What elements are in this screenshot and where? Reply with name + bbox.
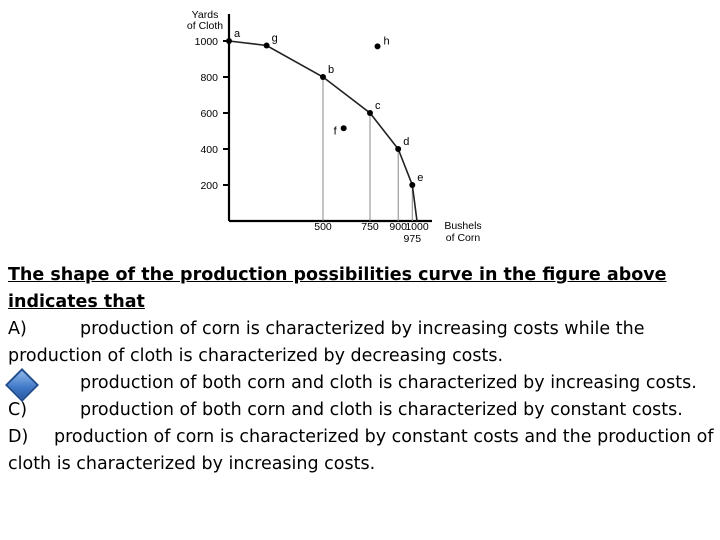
point-c: [367, 110, 373, 116]
point-label-h: h: [384, 35, 390, 47]
point-label-f: f: [334, 125, 338, 137]
x-tick-label-extra: 975: [404, 233, 422, 245]
option-a-letter: A): [8, 319, 27, 339]
point-label-e: e: [417, 172, 423, 184]
question-stem: The shape of the production possibilitie…: [8, 265, 667, 312]
y-axis-title: Yards: [192, 9, 219, 21]
x-tick-label: 1000: [405, 221, 429, 233]
point-label-a: a: [234, 28, 241, 40]
option-c-text: production of both corn and cloth is cha…: [80, 400, 683, 420]
x-tick-label: 750: [361, 221, 379, 233]
x-axis-title: Bushels: [444, 220, 481, 232]
x-axis-title: of Corn: [446, 232, 481, 244]
point-label-c: c: [375, 100, 381, 112]
y-tick-label: 1000: [195, 36, 219, 48]
point-b: [320, 74, 326, 80]
option-b[interactable]: production of both corn and cloth is cha…: [8, 370, 714, 397]
point-a: [226, 38, 232, 44]
option-d-text: production of corn is characterized by c…: [8, 427, 714, 474]
y-tick-label: 600: [200, 108, 218, 120]
y-axis-title: of Cloth: [187, 20, 223, 32]
point-h: [374, 43, 381, 50]
option-b-text: production of both corn and cloth is cha…: [80, 373, 697, 393]
question-block: The shape of the production possibilitie…: [8, 262, 714, 478]
point-e: [409, 182, 416, 188]
option-d[interactable]: D) production of corn is characterized by…: [8, 424, 714, 478]
point-label-b: b: [328, 64, 334, 76]
point-d: [395, 146, 402, 152]
y-tick-label: 800: [200, 72, 218, 84]
point-g: [263, 42, 270, 49]
option-d-letter: D): [8, 427, 29, 447]
y-tick-label: 200: [200, 180, 218, 192]
option-a[interactable]: A) production of corn is characterized by…: [8, 316, 714, 370]
y-tick-label: 400: [200, 144, 218, 156]
option-c[interactable]: C) production of both corn and cloth is c…: [8, 397, 714, 424]
point-label-g: g: [272, 33, 278, 45]
point-label-d: d: [403, 136, 409, 148]
option-c-letter: C): [8, 400, 28, 420]
x-tick-label: 900: [389, 221, 407, 233]
point-f: [340, 125, 347, 132]
option-a-text: production of corn is characterized by i…: [8, 319, 645, 366]
x-tick-label: 500: [314, 221, 332, 233]
